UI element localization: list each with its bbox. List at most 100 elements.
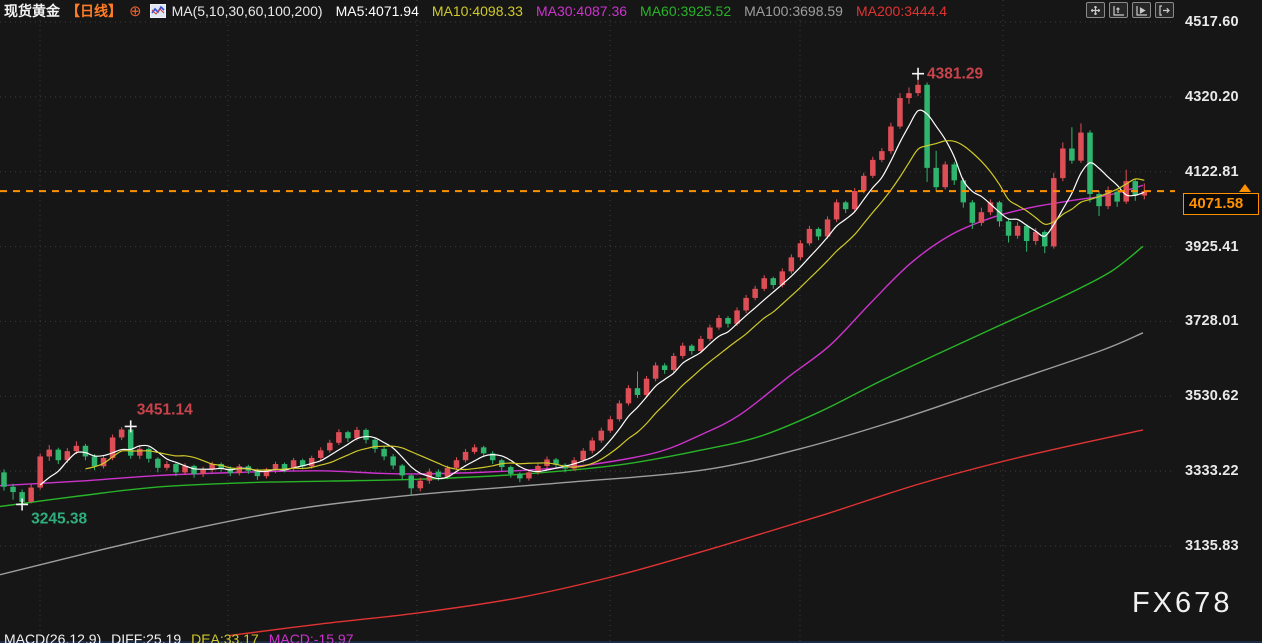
macd-diff-value: DIFF:25.19 — [111, 631, 182, 643]
candle-body — [517, 473, 523, 479]
candle-body — [915, 84, 921, 94]
ma100-value: MA100:3698.59 — [744, 3, 843, 19]
candle-body — [589, 440, 595, 451]
macd-params-label: MACD(26,12,9) — [4, 631, 102, 643]
annotation-label: 4381.29 — [927, 66, 983, 83]
candle-body — [951, 164, 957, 181]
candle-body — [743, 297, 749, 311]
candle-body — [707, 327, 713, 339]
chart-toolbar — [1086, 2, 1174, 18]
candle-body — [670, 355, 677, 370]
candle-body — [462, 451, 469, 461]
price-up-arrow-icon — [1239, 184, 1251, 193]
y-axis-label: 4517.60 — [1185, 14, 1239, 30]
candle-body — [1078, 132, 1084, 161]
candle-body — [254, 470, 261, 477]
ma-line-ma60 — [0, 245, 1144, 508]
candle-body — [10, 486, 16, 493]
candle-body — [716, 318, 722, 328]
candle-body — [109, 437, 116, 458]
candle-body — [453, 460, 460, 468]
ma-line-ma100 — [0, 332, 1144, 576]
candle-body — [1141, 191, 1148, 196]
candle-body — [28, 487, 34, 502]
candle-body — [879, 151, 885, 160]
candle-body — [209, 464, 215, 470]
candle-body — [218, 464, 224, 469]
candle-body — [91, 456, 98, 467]
candle-body — [182, 465, 188, 473]
candle-body — [779, 271, 786, 286]
ma-settings-label: MA(5,10,30,60,100,200) — [171, 3, 323, 19]
candle-body — [942, 164, 948, 188]
candle-body — [327, 442, 333, 451]
macd-dea-value: DEA:33.17 — [191, 631, 259, 643]
timeframe-label: 【日线】 — [66, 3, 122, 19]
candle-body — [363, 429, 369, 440]
candle-body — [643, 378, 650, 396]
candle-body — [770, 278, 776, 286]
candle-body — [870, 159, 876, 176]
ma5-value: MA5:4071.94 — [335, 3, 419, 19]
candle-body — [607, 419, 614, 431]
candle-body — [489, 453, 496, 461]
candle-body — [417, 480, 424, 489]
candle-body — [299, 460, 306, 467]
candle-body — [281, 464, 288, 469]
candle-body — [236, 466, 243, 474]
collapse-panel-button[interactable] — [1155, 2, 1174, 18]
candle-body — [191, 465, 197, 474]
candle-body — [64, 451, 71, 461]
playback-button[interactable] — [1132, 2, 1151, 18]
candle-body — [408, 475, 414, 489]
y-axis-label: 4122.81 — [1185, 163, 1239, 180]
candle-body — [1051, 178, 1057, 247]
candle-body — [173, 464, 179, 473]
candle-body — [851, 190, 858, 210]
candle-body — [969, 202, 976, 223]
candle-body — [399, 465, 405, 476]
pan-tool-button[interactable] — [1086, 2, 1105, 18]
macd-legend-bar: MACD(26,12,9) DIFF:25.19 DEA:33.17 MACD:… — [4, 631, 360, 643]
candle-body — [824, 219, 831, 237]
ma30-value: MA30:4087.36 — [535, 3, 628, 19]
candle-body — [725, 318, 731, 324]
candle-body — [444, 467, 451, 477]
candle-body — [842, 202, 849, 210]
candle-body — [661, 365, 668, 370]
candle-body — [1005, 221, 1012, 236]
watermark: FX678 — [1132, 587, 1233, 619]
candle-body — [372, 439, 378, 449]
candle-body — [1023, 225, 1030, 242]
candle-body — [734, 310, 740, 324]
candle-body — [263, 470, 270, 477]
candle-body — [318, 450, 324, 458]
candle-body — [1032, 231, 1039, 242]
ma-line-ma10 — [85, 140, 1145, 471]
candle-body — [1132, 181, 1138, 196]
candle-body — [37, 456, 43, 488]
candle-body — [978, 212, 985, 223]
candle-body — [146, 448, 152, 459]
candle-body — [652, 365, 659, 379]
candle-body — [861, 175, 867, 191]
candle-body — [625, 388, 632, 404]
y-axis-label: 3333.22 — [1185, 463, 1239, 480]
ma-line-ma200 — [229, 429, 1144, 637]
candle-body — [272, 464, 279, 471]
candle-body — [390, 456, 396, 466]
candle-body — [924, 84, 930, 168]
candle-body — [788, 257, 795, 272]
indicator-settings-icon[interactable] — [149, 4, 166, 18]
candle-body — [553, 459, 559, 465]
candle-body — [1060, 148, 1066, 179]
annotation-label: 3245.38 — [31, 510, 87, 527]
candle-body — [526, 472, 532, 479]
add-indicator-icon[interactable]: ⊕ — [129, 3, 142, 20]
zoom-fit-button[interactable] — [1109, 2, 1128, 18]
extreme-cross-icon — [16, 498, 29, 511]
chart-legend-bar: 现货黄金 【日线】 ⊕ MA(5,10,30,60,100,200) MA5:4… — [4, 2, 947, 20]
candle-body — [381, 448, 387, 457]
